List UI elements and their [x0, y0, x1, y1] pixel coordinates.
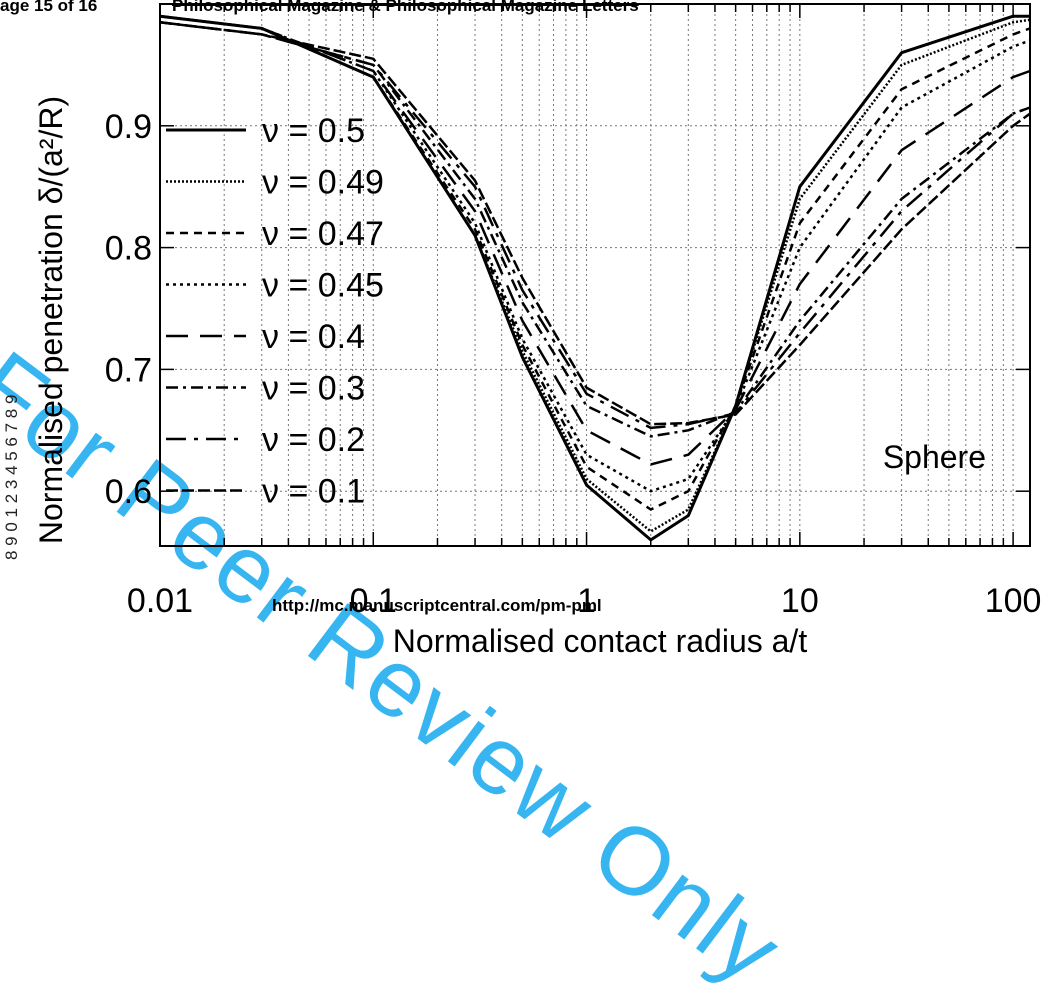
series-line-4 [159, 14, 1031, 493]
series-line-7 [159, 21, 1031, 430]
series-line-3 [159, 14, 1031, 511]
x-tick-label: 0.01 [127, 582, 193, 620]
series-line-8 [159, 21, 1031, 426]
y-tick-label: 0.7 [105, 351, 152, 389]
y-tick-label: 0.9 [105, 108, 152, 146]
legend-label-8: ν = 0.1 [262, 473, 365, 511]
y-tick-label: 0.8 [105, 230, 152, 268]
footer-url: http://mc.manuscriptcentral.com/pm-pml [272, 596, 602, 615]
legend-label-5: ν = 0.4 [262, 318, 365, 356]
grid [159, 4, 1030, 546]
x-tick-label: 100 [985, 582, 1042, 620]
x-tick-label: 0.1 [350, 582, 397, 620]
x-axis-label: Normalised contact radius a/t [393, 623, 808, 659]
legend: ν = 0.5 ν = 0.49 ν = 0.47 ν = 0.45 ν = 0.4 ν … [166, 112, 384, 511]
axes [159, 3, 1031, 547]
page-header-center: Philosophical Magazine & Philosophical M… [172, 0, 639, 15]
legend-label-1: ν = 0.5 [262, 112, 365, 150]
legend-label-7: ν = 0.2 [262, 421, 365, 459]
legend-label-3: ν = 0.47 [262, 215, 384, 253]
series-lines [159, 14, 1031, 542]
line-numbers: 8 9 0 1 2 3 4 5 6 7 8 9 [2, 394, 21, 560]
annotation-sphere: Sphere [883, 439, 986, 475]
plot-frame [159, 3, 1031, 547]
chart: 0.01 0.1 1 10 100 0.6 0.7 0.8 0.9 ν = 0.5 ν = 0.4… [33, 3, 1042, 659]
legend-label-6: ν = 0.3 [262, 370, 365, 408]
y-axis-label: Normalised penetration δ/(a²/R) [33, 96, 69, 544]
x-tick-label: 10 [781, 582, 819, 620]
series-line-5 [159, 14, 1031, 466]
y-tick-label: 0.6 [105, 473, 152, 511]
legend-label-2: ν = 0.49 [262, 164, 384, 202]
page-header-left: age 15 of 16 [0, 0, 98, 15]
ticks: 0.01 0.1 1 10 100 0.6 0.7 0.8 0.9 [105, 4, 1042, 620]
x-tick-label: 1 [577, 582, 596, 620]
legend-label-4: ν = 0.45 [262, 267, 384, 305]
